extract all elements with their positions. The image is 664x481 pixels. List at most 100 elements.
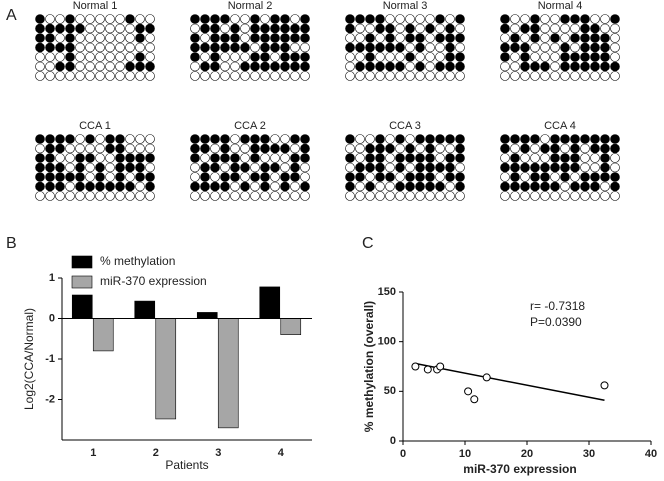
cpg-dot <box>590 134 600 144</box>
cpg-dot <box>250 181 260 192</box>
cpg-dot <box>95 153 105 163</box>
cpg-dot <box>200 172 210 182</box>
cpg-dot <box>250 172 260 182</box>
cpg-dot <box>200 143 210 154</box>
cpg-dot <box>365 153 375 163</box>
cpg-dot <box>260 172 270 182</box>
cpg-dot <box>135 162 145 173</box>
cpg-dot <box>300 134 310 144</box>
cpg-dot <box>540 14 550 24</box>
cpg-dot <box>560 52 570 62</box>
cpg-dot <box>365 172 375 182</box>
cpg-dot <box>260 134 270 144</box>
bar <box>196 312 218 319</box>
cpg-dot <box>75 162 85 173</box>
cpg-dot <box>520 14 530 24</box>
cpg-dot <box>435 14 445 24</box>
cpg-dot <box>610 52 620 62</box>
cpg-dot <box>345 153 355 163</box>
cpg-dot <box>290 181 300 192</box>
y-tick-label: -1 <box>45 353 55 365</box>
cpg-dot <box>190 172 200 182</box>
cpg-dot <box>540 23 550 34</box>
cpg-dot <box>520 153 530 163</box>
cpg-dot <box>35 153 45 163</box>
cpg-dot <box>75 61 85 72</box>
cpg-dot <box>240 33 250 43</box>
cpg-dot <box>500 181 510 192</box>
cpg-dot <box>540 153 550 163</box>
cpg-dot <box>425 14 435 24</box>
cpg-dot <box>200 61 210 72</box>
cpg-dot <box>435 172 445 182</box>
cpg-dot <box>210 181 220 192</box>
legend-swatch <box>71 255 93 269</box>
cpg-dot <box>290 71 300 81</box>
cpg-dot <box>210 162 220 173</box>
cpg-dot <box>280 42 290 53</box>
cpg-dot <box>395 181 405 192</box>
cpg-dot <box>550 181 560 192</box>
cpg-dot <box>500 42 510 53</box>
cpg-dot <box>570 162 580 173</box>
cpg-dot <box>260 33 270 43</box>
cpg-dot <box>230 52 240 62</box>
cpg-dot <box>355 153 365 163</box>
cpg-dot <box>240 61 250 72</box>
x-tick-label: 4 <box>278 447 285 459</box>
cpg-dot <box>385 162 395 173</box>
cpg-dot <box>365 181 375 192</box>
cpg-dot <box>240 134 250 144</box>
x-tick-label: 40 <box>645 448 657 460</box>
cpg-dot <box>415 134 425 144</box>
cpg-dot <box>85 143 95 154</box>
cpg-dot <box>85 33 95 43</box>
cpg-dot <box>540 181 550 192</box>
cpg-dot <box>35 42 45 53</box>
cpg-dot <box>280 71 290 81</box>
cpg-dot <box>220 191 230 201</box>
cpg-dot <box>530 153 540 163</box>
cpg-dot <box>455 42 465 53</box>
cpg-dot <box>290 61 300 72</box>
cpg-dot <box>610 42 620 53</box>
cpg-dot <box>550 162 560 173</box>
cpg-dot <box>550 33 560 43</box>
cpg-dot <box>510 191 520 201</box>
cpg-dot <box>240 172 250 182</box>
cpg-dot <box>570 153 580 163</box>
y-tick-label: 150 <box>378 286 396 298</box>
cpg-dot <box>280 14 290 24</box>
cpg-dot <box>425 52 435 62</box>
cpg-dot <box>85 172 95 182</box>
cpg-dot <box>455 14 465 24</box>
cpg-dot <box>95 143 105 154</box>
cpg-dot <box>510 42 520 53</box>
cpg-dot <box>405 42 415 53</box>
cpg-dot <box>570 33 580 43</box>
cpg-dot <box>365 61 375 72</box>
cpg-dot <box>250 33 260 43</box>
cpg-dot <box>95 172 105 182</box>
cpg-dot <box>105 61 115 72</box>
cpg-dot <box>355 181 365 192</box>
cpg-dot <box>520 52 530 62</box>
cpg-dot <box>570 181 580 192</box>
cpg-dot <box>270 134 280 144</box>
cpg-dot <box>105 23 115 34</box>
cpg-dot <box>115 134 125 144</box>
cpg-dot <box>455 33 465 43</box>
cpg-dot <box>455 181 465 192</box>
cpg-dot <box>500 14 510 24</box>
cpg-dot <box>115 61 125 72</box>
cpg-dot <box>415 162 425 173</box>
cpg-dot <box>210 42 220 53</box>
cpg-dot <box>220 61 230 72</box>
cpg-dot <box>210 134 220 144</box>
cpg-dot <box>365 134 375 144</box>
cpg-dot <box>145 162 155 173</box>
cpg-dot <box>75 191 85 201</box>
cpg-dot <box>210 172 220 182</box>
cpg-dot <box>405 23 415 34</box>
